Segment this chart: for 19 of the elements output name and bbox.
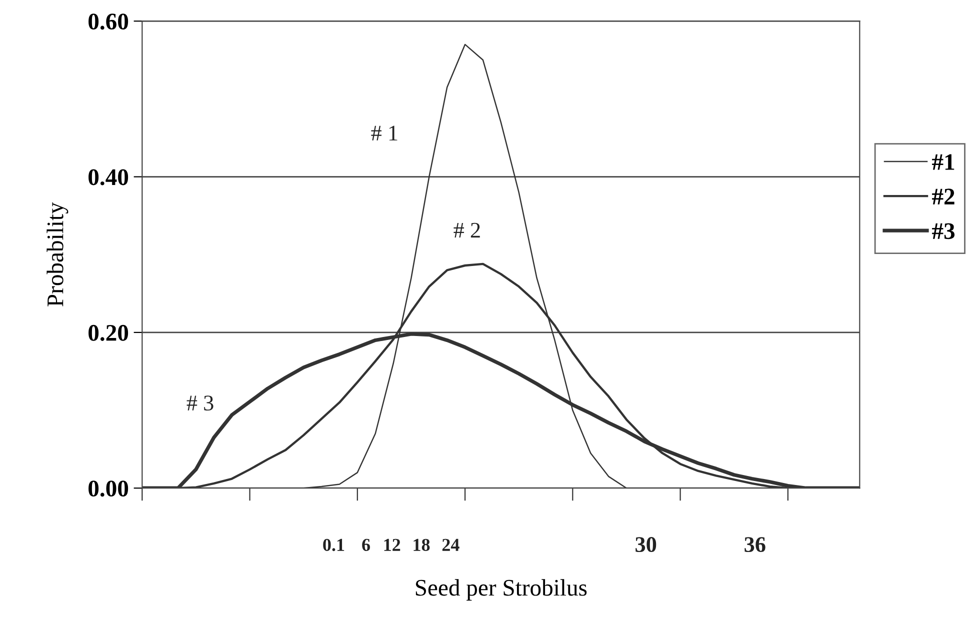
annotation: # 2 (454, 222, 480, 238)
text: 0.1 (323, 538, 344, 552)
annotation: # 3 (186, 396, 214, 411)
legend-label: #2 (932, 188, 954, 204)
y-axis-title: Probability (46, 202, 68, 306)
text: 30 (636, 537, 656, 552)
x-axis-title: Seed per Strobilus (416, 579, 587, 601)
text: 24 (442, 538, 460, 551)
legend-label: #1 (932, 154, 954, 170)
text: 6 (362, 538, 370, 551)
y-tick-label: 0.60 (88, 14, 128, 30)
text: 18 (414, 538, 430, 551)
annotation: # 1 (371, 126, 398, 140)
text: 12 (384, 538, 400, 551)
y-tick-label: 0.40 (88, 169, 128, 186)
legend-label: #3 (932, 223, 955, 240)
y-tick-label: 0.00 (88, 480, 128, 497)
text: 36 (744, 537, 766, 552)
y-tick-label: 0.20 (88, 324, 128, 341)
